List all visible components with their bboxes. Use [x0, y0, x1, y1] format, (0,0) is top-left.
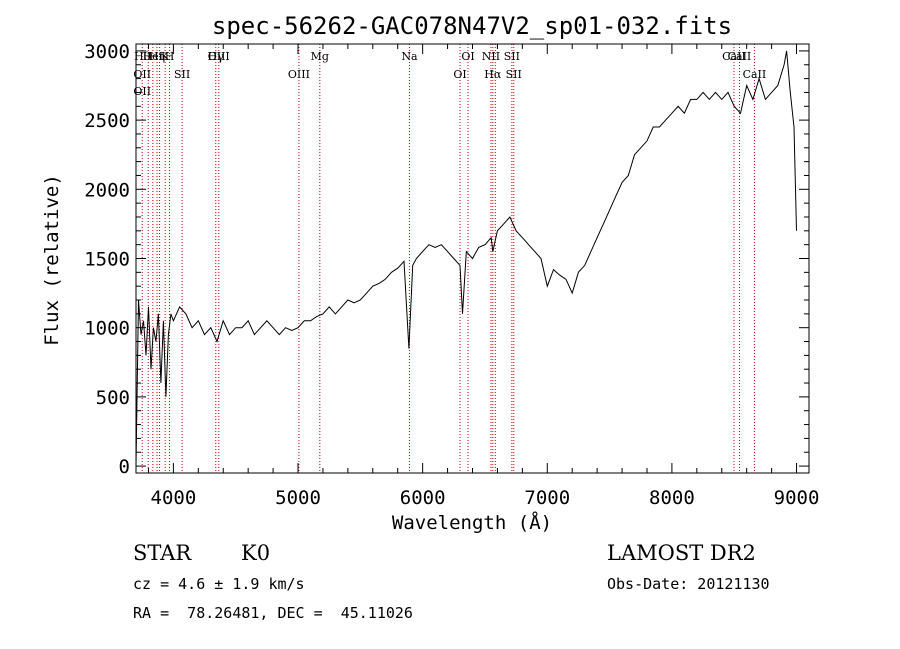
line-label: SII: [504, 50, 520, 63]
line-label: Mg: [311, 50, 329, 63]
line-label: H: [165, 50, 175, 63]
x-tick-label: 6000: [400, 487, 446, 509]
line-label: K: [161, 50, 170, 63]
observation-date: Obs-Date: 20121130: [607, 575, 770, 593]
line-label: OII: [133, 68, 151, 81]
line-label: OIII: [288, 68, 310, 81]
y-tick-label: 2500: [84, 110, 130, 132]
object-subclass: K0: [241, 541, 271, 565]
object-class: STAR: [133, 541, 192, 565]
line-label: OI: [461, 50, 474, 63]
line-label: CaII: [728, 50, 752, 63]
line-label: Na: [401, 50, 418, 63]
line-label: HeI: [143, 50, 163, 63]
x-tick-label: 4000: [151, 487, 197, 509]
y-tick-label: 3000: [84, 41, 130, 63]
x-tick-label: 5000: [275, 487, 321, 509]
line-label: Hη: [149, 50, 165, 63]
x-tick-label: 7000: [524, 487, 570, 509]
survey-name: LAMOST DR2: [607, 541, 756, 565]
y-axis-label: Flux (relative): [41, 174, 63, 346]
x-tick-label: 8000: [649, 487, 695, 509]
line-label: Hθ: [134, 50, 151, 63]
y-tick-label: 1500: [84, 249, 130, 271]
chart-title: spec-56262-GAC078N47V2_sp01-032.fits: [212, 12, 732, 40]
y-tick-label: 0: [119, 456, 130, 478]
line-label: SII: [506, 68, 522, 81]
x-axis-label: Wavelength (Å): [392, 511, 552, 534]
line-label: NII: [482, 50, 500, 63]
line-label: OIII: [208, 50, 230, 63]
y-axis: 0 500 1000 1500 2000 2500 3000: [84, 41, 809, 478]
line-label: Hα: [484, 68, 502, 81]
line-label: Hγ: [208, 50, 225, 63]
line-label: CaII: [743, 68, 767, 81]
line-label: OII: [133, 85, 151, 98]
redshift-velocity: cz = 4.6 ± 1.9 km/s: [133, 575, 305, 593]
x-axis: 4000 5000 6000 7000 8000 9000: [147, 44, 820, 509]
line-label: OI: [453, 68, 466, 81]
spectrum-line: [135, 50, 797, 467]
emission-line-markers: [141, 44, 755, 473]
ra-dec: RA = 78.26481, DEC = 45.11026: [133, 604, 413, 622]
line-label: CaII: [722, 50, 746, 63]
y-tick-label: 500: [96, 387, 130, 409]
y-tick-label: 1000: [84, 318, 130, 340]
x-tick-label: 9000: [774, 487, 820, 509]
line-label: SII: [174, 68, 190, 81]
y-tick-label: 2000: [84, 179, 130, 201]
